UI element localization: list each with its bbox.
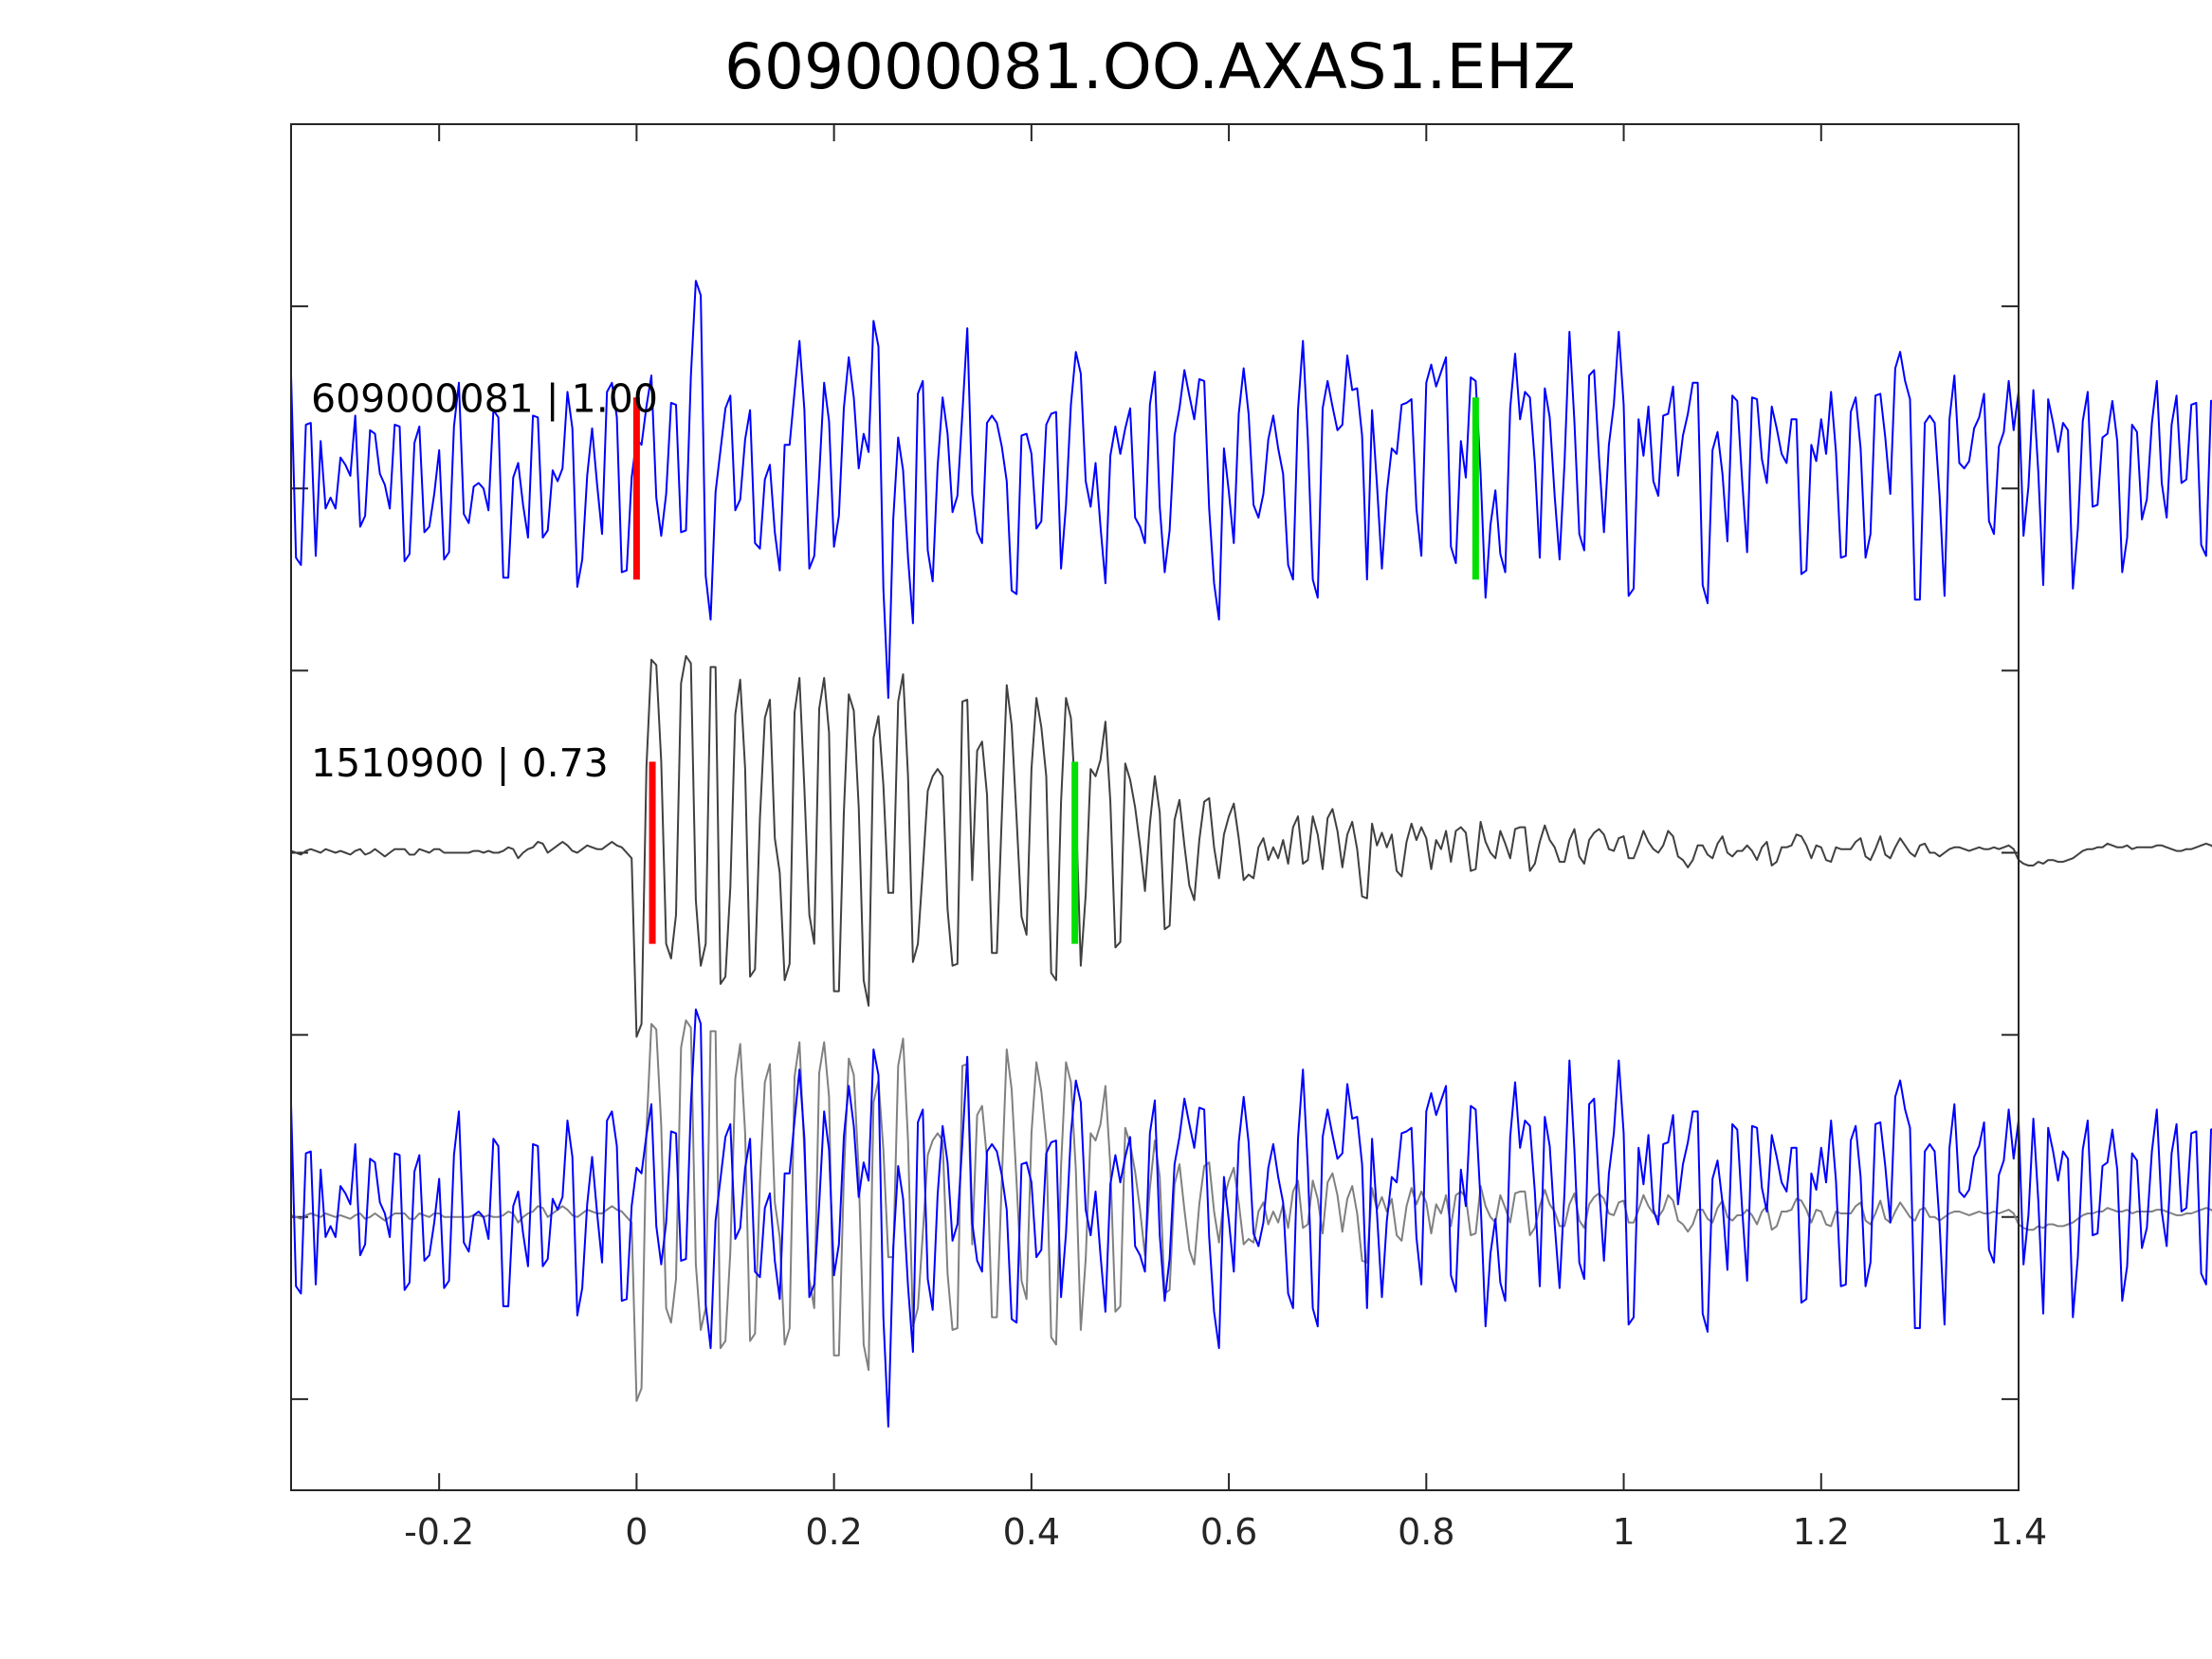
x-tick-label: -0.2 bbox=[404, 1511, 474, 1553]
x-tick-label: 1.4 bbox=[1990, 1511, 2047, 1553]
x-tick-label: 0.2 bbox=[805, 1511, 862, 1553]
x-tick-label: 1.2 bbox=[1793, 1511, 1850, 1553]
x-tick-label: 1 bbox=[1612, 1511, 1635, 1553]
overlay-detection-waveform bbox=[290, 1008, 2212, 1428]
template-waveform bbox=[290, 655, 2212, 1038]
phase-picks bbox=[632, 397, 1479, 944]
x-tick-label: 0.8 bbox=[1398, 1511, 1454, 1553]
trace-label: 609000081 | 1.00 bbox=[311, 376, 658, 422]
trace-labels: 609000081 | 1.00 1510900 | 0.73 bbox=[311, 376, 658, 786]
axis-ticks: -0.2 0 0.2 0.4 0.6 0.8 1 1.2 1.4 bbox=[291, 124, 2047, 1553]
trace-label: 1510900 | 0.73 bbox=[311, 740, 609, 786]
plot-area bbox=[291, 124, 2019, 1490]
x-tick-label: 0.6 bbox=[1200, 1511, 1257, 1553]
plot-frame bbox=[290, 123, 2020, 1491]
chart-title: 609000081.OO.AXAS1.EHZ bbox=[724, 30, 1576, 103]
x-tick-label: 0 bbox=[625, 1511, 648, 1553]
x-tick-label: 0.4 bbox=[1003, 1511, 1060, 1553]
